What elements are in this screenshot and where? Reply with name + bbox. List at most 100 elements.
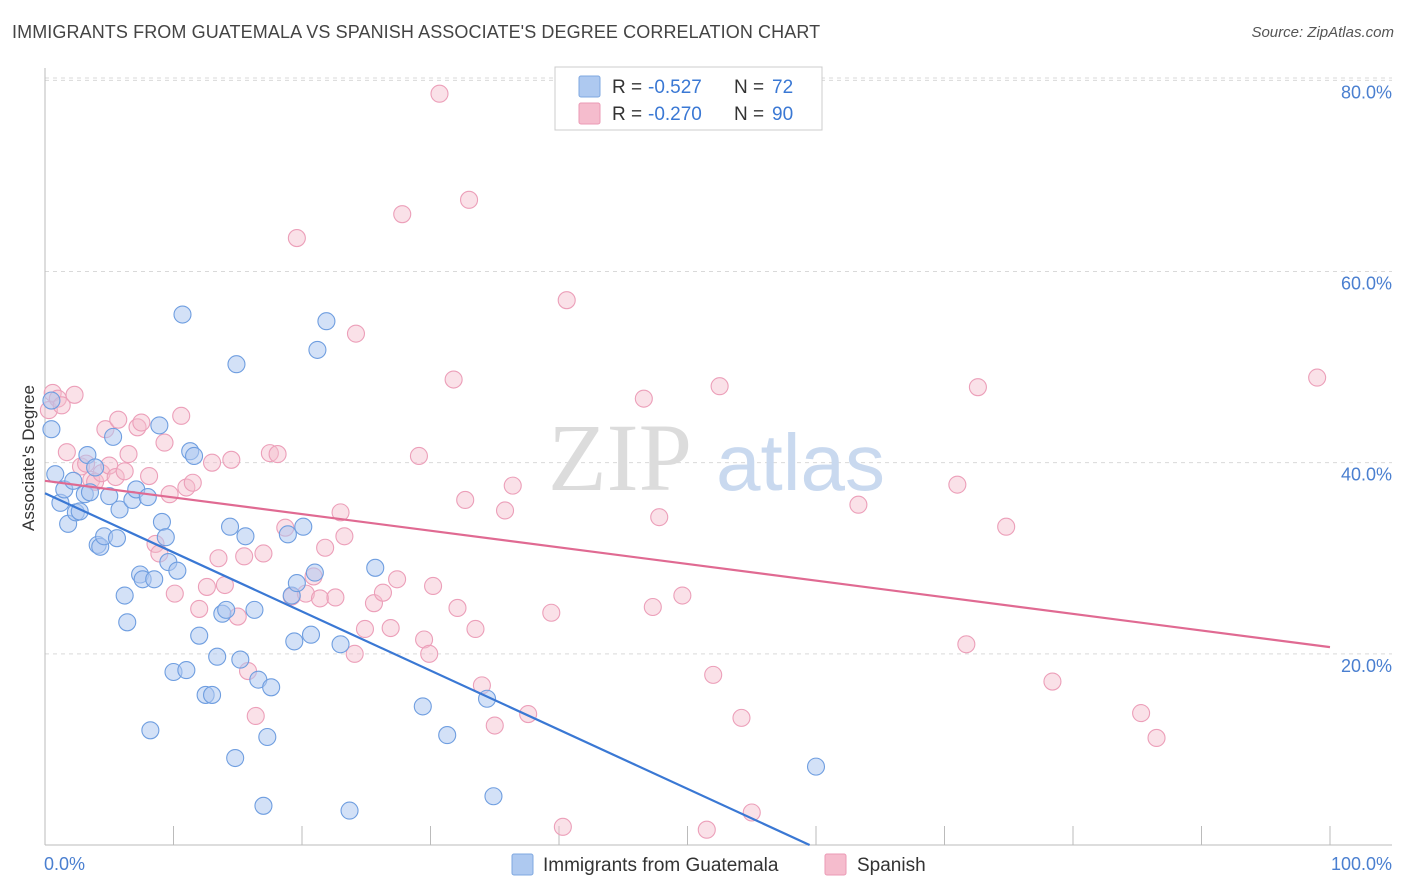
guatemala-point [231,650,250,669]
y-axis-label: Associate's Degree [19,385,38,531]
spanish-point [190,599,209,618]
guatemala-point [217,600,236,619]
guatemala-point [413,697,432,716]
spanish-point [197,577,216,596]
spanish-point [165,584,184,603]
spanish-point [710,377,729,396]
guatemala-point [236,527,255,546]
spanish-point [503,476,522,495]
legend-n-value: 72 [772,77,793,98]
source-label: Source: ZipAtlas.com [1251,24,1394,41]
axes [44,68,1392,846]
guatemala-point [104,427,123,446]
spanish-point [553,817,572,836]
legend-swatch-spanish [824,853,847,876]
y-tick-label: 80.0% [1341,82,1392,102]
guatemala-point [484,787,503,806]
guatemala-point [262,678,281,697]
spanish-point [485,716,504,735]
guatemala-point [301,625,321,644]
spanish-point [1132,704,1151,723]
spanish-point [235,547,254,566]
guatemala-point [46,465,65,484]
guatemala-point [305,563,324,582]
chart-title: IMMIGRANTS FROM GUATEMALA VS SPANISH ASS… [12,22,821,42]
watermark-atlas: atlas [716,418,885,507]
legend-swatch-spanish [578,102,601,125]
tick-labels: 20.0% 40.0% 60.0% 80.0% 0.0% 100.0% [44,82,1392,874]
y-tick-label: 40.0% [1341,465,1392,485]
spanish-point [415,630,434,649]
legend-swatch-guatemala [511,853,534,876]
guatemala-point [258,727,277,747]
legend-n-label: N = [734,77,764,98]
spanish-point [388,570,407,589]
spanish-point [948,475,967,494]
spanish-point [849,495,868,514]
guatemala-point [185,446,204,466]
spanish-point [345,644,364,663]
guatemala-point [366,558,385,577]
x-tick-label: 0.0% [44,854,85,874]
legend-r-value: -0.270 [648,104,702,125]
legend-label-guatemala: Immigrants from Guatemala [543,855,779,876]
guatemala-point [285,632,304,651]
guatemala-point [150,416,169,435]
spanish-point [495,501,515,520]
spanish-point [704,665,723,684]
guatemala-point [156,528,175,547]
trend-lines [44,479,1331,846]
spanish-point [542,603,561,622]
guatemala-point [208,647,227,666]
spanish-point [673,586,692,605]
spanish-point [260,444,279,463]
guatemala-point [141,721,160,740]
spanish-point [364,594,384,613]
spanish-point [732,708,751,727]
y-tick-label: 60.0% [1341,274,1392,294]
guatemala-point [110,500,129,519]
spanish-point [331,503,350,522]
spanish-point [326,588,345,607]
spanish-point [183,473,202,492]
series-legend: Immigrants from Guatemala Spanish [511,853,926,876]
spanish-point [310,589,330,608]
guatemala-point [806,757,826,776]
spanish-point [393,205,412,224]
guatemala-point [42,420,61,439]
spanish-point [209,549,228,568]
guatemala-point [203,685,222,704]
guatemala-point [331,635,350,654]
spanish-point [557,291,576,310]
spanish-point [132,413,151,432]
x-tick-label: 100.0% [1331,854,1392,874]
spanish-point [373,583,393,602]
spanish-point [65,385,84,404]
legend-r-label: R = [612,77,642,98]
spanish-point [381,618,400,638]
spanish-point [409,446,428,466]
spanish-point [155,433,174,452]
spanish-point [1308,368,1327,387]
spanish-point [316,538,335,557]
spanish-trend-line [44,479,1331,649]
spanish-point [448,598,467,618]
guatemala-point [86,458,105,477]
spanish-point [119,445,138,464]
guatemala-point [118,613,137,632]
guatemala-point [64,471,83,490]
spanish-point [459,190,479,209]
watermark: ZIP atlas [548,404,885,511]
spanish-point [246,706,265,726]
spanish-point [222,450,241,469]
spanish-point [430,84,449,103]
spanish-point [957,635,976,654]
spanish-point [1147,728,1166,747]
guatemala-point [145,570,164,589]
spanish-point [650,508,669,527]
guatemala-point [190,626,209,645]
guatemala-point [278,525,297,544]
spanish-point [115,462,134,481]
y-tick-label: 20.0% [1341,656,1392,676]
